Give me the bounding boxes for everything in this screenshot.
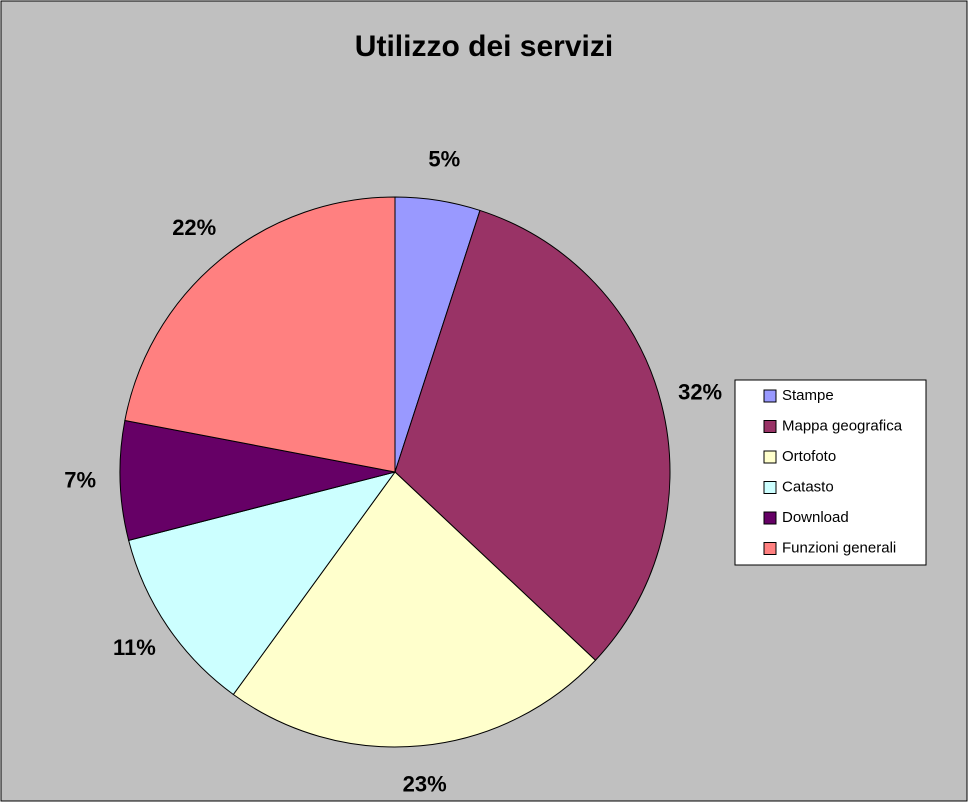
data-label: 11% <box>113 635 156 660</box>
legend-label: Mappa geografica <box>782 417 903 434</box>
legend-swatch <box>763 481 777 494</box>
legend-label: Ortofoto <box>782 448 836 465</box>
pie-slice <box>124 196 396 473</box>
legend-swatch <box>763 420 777 433</box>
legend-swatch <box>763 511 777 525</box>
pie-slice <box>119 419 396 541</box>
legend-label: Funzioni generali <box>782 539 896 556</box>
data-label: 5% <box>428 147 460 172</box>
legend-box <box>734 379 927 566</box>
legend-label: Download <box>782 509 849 526</box>
legend-label: Catasto <box>782 478 834 495</box>
legend-swatch <box>763 450 777 464</box>
data-label: 22% <box>172 215 216 240</box>
data-label: 7% <box>64 468 96 493</box>
legend-swatch <box>763 389 777 403</box>
legend-label: Stampe <box>782 387 834 404</box>
legend-swatch <box>763 542 777 555</box>
pie-slice <box>394 209 671 661</box>
data-label: 32% <box>678 379 722 404</box>
pie-slice <box>232 471 597 748</box>
pie-slice <box>128 471 397 696</box>
data-label: 23% <box>403 771 447 796</box>
chart-title: Utilizzo dei servizi <box>355 30 613 63</box>
